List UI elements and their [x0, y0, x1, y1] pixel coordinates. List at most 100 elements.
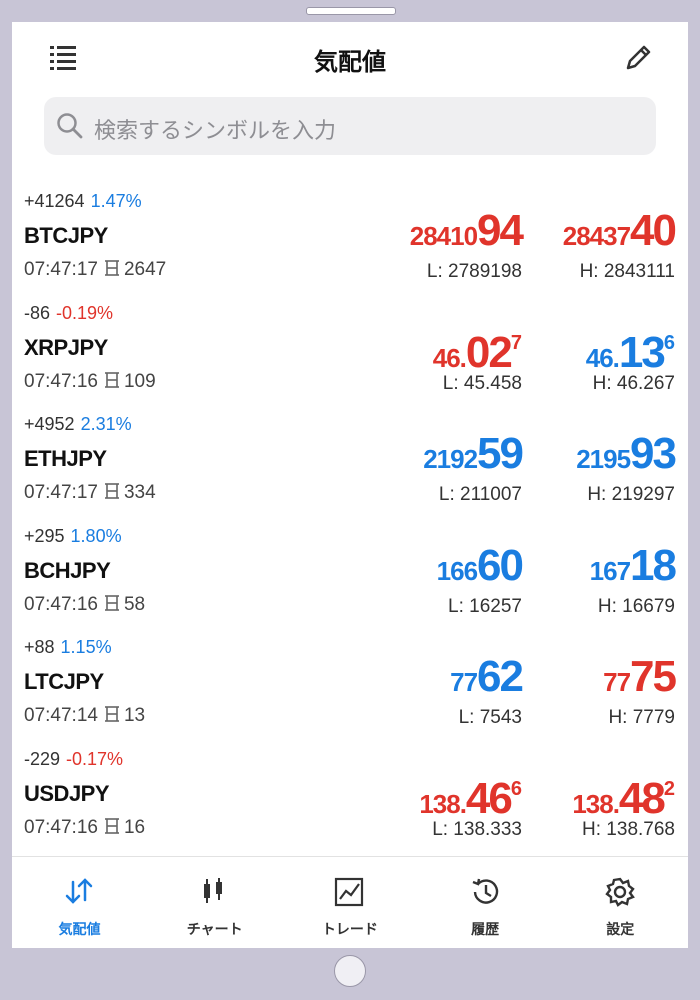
menu-icon[interactable] [50, 44, 78, 70]
tab-bar: 気配値 チャート トレード 履歴 設定 [12, 856, 688, 948]
tab-icon [605, 877, 635, 907]
price-sup: 6 [510, 777, 522, 800]
tab[interactable]: チャート [147, 857, 282, 948]
tab-icon [472, 878, 498, 904]
price-prefix: 167 [589, 555, 631, 586]
spread-icon [104, 371, 119, 388]
high-price: H: 16679 [597, 595, 675, 617]
price-big: 18 [630, 540, 677, 590]
high-price: H: 7779 [608, 707, 675, 728]
quote-row[interactable]: +88 1.15% LTCJPY 07:47:14 13 7762 L: 7543 7775 H… [12, 631, 688, 742]
time: 07:47:16 [24, 370, 98, 392]
low-price: L: 2789198 [426, 261, 522, 282]
high-price: H: 138.768 [582, 818, 675, 840]
spread: 334 [123, 482, 156, 503]
ask-price: 2843740 [563, 206, 677, 265]
low-price: L: 16257 [448, 595, 522, 617]
bid-price: 219259 [423, 429, 524, 488]
tab[interactable]: 設定 [553, 857, 688, 948]
time: 07:47:17 [24, 482, 98, 503]
screen: 気配値 検索するシンボルを入力 +41264 1.47% BTCJPY 07:47:1… [12, 22, 688, 948]
tab-label: チャート [186, 921, 243, 937]
price-big: 48 [618, 773, 666, 823]
time: 07:47:16 [24, 593, 98, 615]
price-big: 59 [477, 429, 524, 478]
percent: 2.31% [80, 414, 132, 434]
edit-icon[interactable] [624, 42, 654, 72]
bid-price: 138.466 [419, 765, 522, 833]
change: -86 [24, 302, 51, 323]
header-title: 気配値 [314, 49, 386, 76]
spread-icon [104, 260, 119, 276]
tab-icon [335, 877, 364, 907]
price-prefix: 77 [603, 667, 631, 697]
price-prefix: 28410 [409, 221, 478, 251]
quote-row[interactable]: +4952 2.31% ETHJPY 07:47:17 334 219259 L: 2110… [12, 408, 688, 519]
time-line: 07:47:14 13 [24, 705, 145, 727]
spread: 109 [123, 370, 156, 392]
price-big: 46 [465, 773, 513, 823]
bid-price: 7762 [450, 653, 524, 711]
tab-label: トレード [321, 921, 378, 937]
tab-icon [204, 878, 223, 903]
price-prefix: 2195 [576, 444, 631, 474]
price-big: 40 [630, 206, 677, 255]
symbol: USDJPY [24, 780, 110, 806]
low-price: L: 211007 [438, 484, 522, 505]
tab[interactable]: 気配値 [12, 857, 147, 948]
price-big: 94 [477, 206, 524, 255]
search-icon [57, 113, 83, 139]
high-price: H: 46.267 [592, 372, 675, 394]
spread: 16 [123, 816, 146, 838]
spread-icon [104, 483, 119, 499]
change-line: -229 -0.17% [24, 749, 123, 770]
device-top-bar [306, 7, 396, 15]
price-big: 60 [477, 540, 524, 590]
price-prefix: 46. [432, 342, 467, 373]
ask-price: 16718 [589, 540, 677, 600]
time-line: 07:47:16 16 [24, 817, 145, 839]
search-placeholder: 検索するシンボルを入力 [94, 118, 337, 143]
bid-price: 16660 [437, 540, 524, 600]
price-prefix: 138. [419, 788, 467, 819]
price-big: 93 [630, 429, 677, 478]
tab-label: 履歴 [471, 921, 500, 937]
price-prefix: 138. [572, 788, 620, 819]
price-big: 02 [465, 327, 513, 377]
symbol: ETHJPY [24, 446, 107, 471]
change-line: +295 1.80% [24, 526, 122, 547]
price-sup: 6 [663, 331, 675, 354]
change: +88 [24, 637, 55, 657]
home-button[interactable] [334, 955, 366, 987]
time: 07:47:16 [24, 816, 98, 838]
time: 07:47:17 [24, 259, 98, 280]
quote-row[interactable]: -86 -0.19% XRPJPY 07:47:16 109 46.027 L: 45.45… [12, 297, 688, 408]
bid-price: 2841094 [409, 206, 524, 265]
change-line: +41264 1.47% [24, 191, 142, 212]
tab[interactable]: トレード [282, 857, 417, 948]
tab-label: 設定 [606, 921, 635, 937]
percent: 1.15% [60, 637, 112, 657]
spread-icon [104, 594, 119, 611]
low-price: L: 45.458 [442, 372, 522, 394]
search-bar[interactable]: 検索するシンボルを入力 [44, 97, 656, 155]
ask-price: 138.482 [572, 765, 675, 833]
quote-row[interactable]: +41264 1.47% BTCJPY 07:47:17 2647 2841094 L: 2… [12, 185, 688, 296]
spread-icon [104, 817, 119, 834]
time-line: 07:47:17 334 [24, 482, 156, 504]
ask-price: 46.136 [586, 319, 675, 387]
tab[interactable]: 履歴 [418, 857, 553, 948]
symbol: XRPJPY [24, 334, 108, 360]
quote-row[interactable]: -229 -0.17% USDJPY 07:47:16 16 138.466 L: 138.… [12, 743, 688, 854]
price-prefix: 77 [450, 667, 478, 697]
quote-row[interactable]: +295 1.80% BCHJPY 07:47:16 58 16660 L: 16257 16… [12, 520, 688, 631]
change: -229 [24, 748, 61, 769]
percent: 1.80% [70, 525, 122, 546]
spread: 2647 [123, 259, 167, 280]
percent: -0.17% [66, 748, 124, 769]
change-line: +4952 2.31% [24, 414, 132, 435]
tab-icon [65, 878, 93, 904]
symbol: BTCJPY [24, 223, 108, 248]
change-line: +88 1.15% [24, 637, 112, 658]
